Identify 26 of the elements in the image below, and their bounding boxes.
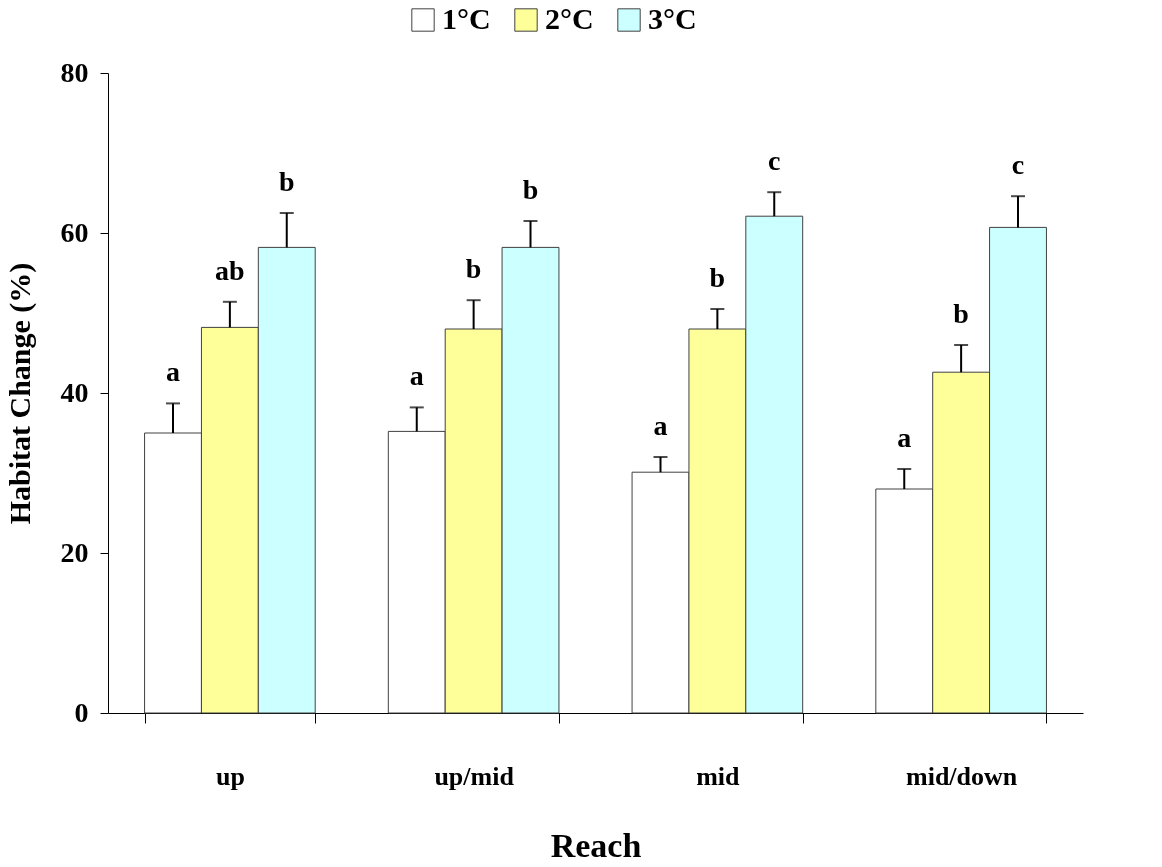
data-label: b [278,166,295,197]
y-axis-title: Habitat Change (%) [2,262,37,525]
legend-label: 2°C [545,2,594,35]
legend-label: 3°C [648,2,697,35]
x-tick-label: mid/down [905,761,1018,791]
x-tick-label: up/mid [434,761,515,791]
data-label: b [522,174,539,205]
data-label: a [653,410,668,441]
y-tick-label: 80 [60,56,89,88]
x-tick-label: mid [696,761,741,791]
data-label: b [953,298,969,329]
data-label: ab [215,254,245,286]
legend-label: 1°C [442,2,491,35]
data-label: b [709,262,726,293]
data-label: c [768,145,781,177]
data-label: a [409,360,424,392]
data-label: a [166,356,180,388]
data-label: a [897,422,912,453]
y-tick-label: 0 [74,696,89,728]
y-tick-label: 60 [60,216,89,248]
data-label: b [465,253,482,285]
data-label: c [1011,149,1025,181]
x-tick-label: up [215,761,245,791]
x-axis-title: Reach [550,826,642,864]
y-tick-label: 40 [60,376,89,408]
y-tick-label: 20 [60,536,89,568]
